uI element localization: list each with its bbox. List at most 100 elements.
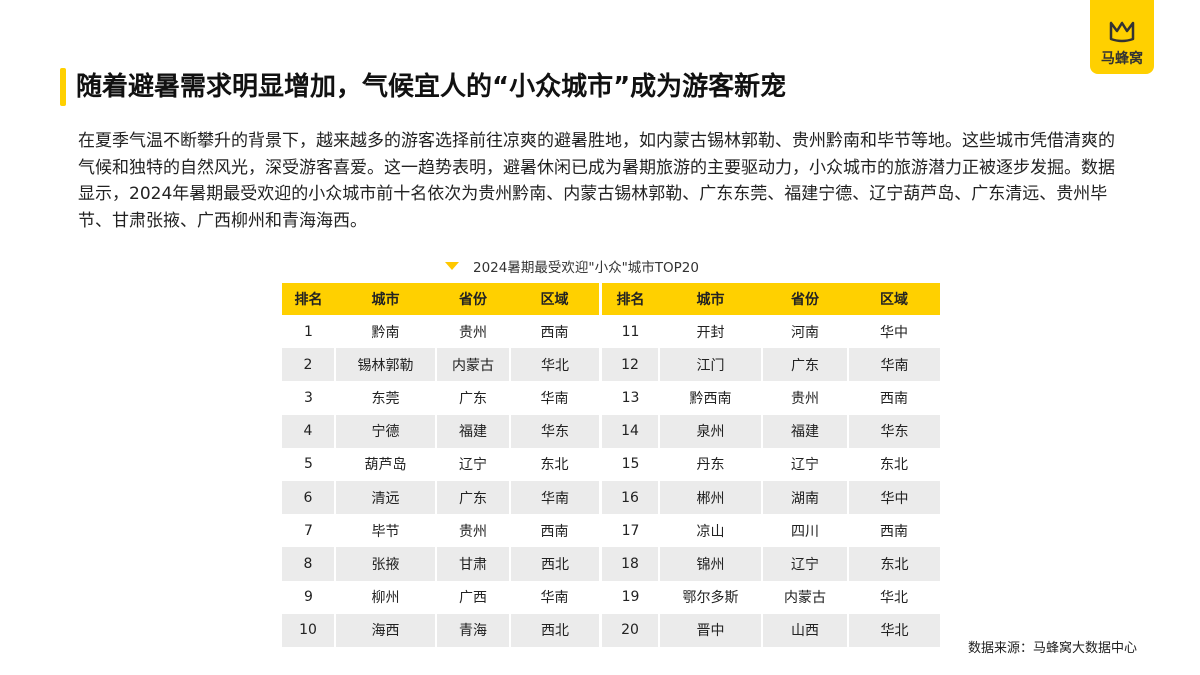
title-accent-bar <box>60 68 66 106</box>
table-cell: 宁德 <box>334 414 436 448</box>
table-cell: 丹东 <box>696 457 725 474</box>
table-cell: 西北 <box>509 613 599 647</box>
table-cell: 华南 <box>540 390 569 407</box>
table-cell: 8 <box>282 547 335 581</box>
table-cell: 内蒙古 <box>435 348 510 382</box>
table-cell: 1 <box>304 323 313 340</box>
table-cell: 贵州 <box>459 523 487 540</box>
table-cell: 9 <box>304 589 313 606</box>
table-cell: 柳州 <box>371 590 400 607</box>
column-header: 区域 <box>510 283 599 315</box>
table-cell: 凉山 <box>696 523 725 540</box>
table-cell: 黔西南 <box>689 390 732 407</box>
table-cell: 江门 <box>658 348 762 382</box>
table-caption: 2024暑期最受欢迎"小众"城市TOP20 <box>445 256 699 276</box>
table-cell: 锦州 <box>658 547 762 581</box>
table-cell: 14 <box>602 414 659 448</box>
table-cell: 广东 <box>435 480 510 515</box>
table-cell: 清远 <box>334 480 436 515</box>
table-cell: 鄂尔多斯 <box>682 590 739 607</box>
table-cell: 海西 <box>334 613 436 647</box>
table-cell: 华东 <box>847 414 940 448</box>
table-row: 15 丹东 辽宁 东北 <box>602 448 940 481</box>
table-cell: 西南 <box>540 523 569 540</box>
table-cell: 福建 <box>761 414 848 448</box>
table-cell: 东莞 <box>371 390 400 407</box>
table-row: 17 凉山 四川 西南 <box>602 514 940 547</box>
table-cell: 11 <box>621 323 640 340</box>
logo-m-icon <box>1109 21 1135 43</box>
table-cell: 19 <box>621 589 640 606</box>
table-cell: 西北 <box>509 547 599 581</box>
table-cell: 青海 <box>435 613 510 647</box>
table-row: 18 锦州 辽宁 东北 <box>602 547 940 581</box>
ranking-table-right: 排名 城市 省份 区域 11 开封 河南 华中 12 江门 广东 华南 13 黔西南 贵州 西南 14 泉州 福建华… <box>602 283 940 647</box>
table-cell: 18 <box>602 547 659 581</box>
table-cell: 西南 <box>540 324 569 341</box>
table-cell: 葫芦岛 <box>364 457 407 474</box>
table-cell: 3 <box>304 389 313 406</box>
column-header: 省份 <box>436 283 510 315</box>
table-row: 1 黔南 贵州 西南 <box>282 315 599 348</box>
column-header: 省份 <box>762 283 848 315</box>
table-cell: 华南 <box>847 348 940 382</box>
table-cell: 4 <box>282 414 335 448</box>
table-row: 5 葫芦岛 辽宁 东北 <box>282 448 599 481</box>
table-cell: 西南 <box>880 390 908 407</box>
table-cell: 晋中 <box>658 613 762 647</box>
table-cell: 开封 <box>696 324 725 341</box>
table-cell: 16 <box>602 480 659 515</box>
table-cell: 河南 <box>791 324 819 341</box>
table-cell: 东北 <box>880 457 908 474</box>
table-row: 10 海西 青海 西北 <box>282 613 599 647</box>
table-cell: 6 <box>282 480 335 515</box>
table-cell: 泉州 <box>658 414 762 448</box>
table-row: 13 黔西南 贵州 西南 <box>602 381 940 414</box>
body-paragraph: 在夏季气温不断攀升的背景下，越来越多的游客选择前往凉爽的避暑胜地，如内蒙古锡林郭… <box>78 131 1115 231</box>
table-row: 4 宁德 福建 华东 <box>282 414 599 448</box>
table-row: 16 郴州 湖南 华中 <box>602 480 940 515</box>
table-cell: 广西 <box>459 590 487 607</box>
table-cell: 20 <box>602 613 659 647</box>
table-cell: 华东 <box>509 414 599 448</box>
table-cell: 东北 <box>847 547 940 581</box>
table-cell: 郴州 <box>658 480 762 515</box>
table-cell: 华北 <box>509 348 599 382</box>
table-cell: 华南 <box>540 590 569 607</box>
table-row: 11 开封 河南 华中 <box>602 315 940 348</box>
caption-text: 2024暑期最受欢迎"小众"城市TOP20 <box>473 260 699 276</box>
table-row: 2 锡林郭勒 内蒙古 华北 <box>282 348 599 382</box>
column-header: 城市 <box>335 283 436 315</box>
table-row: 7 毕节 贵州 西南 <box>282 514 599 547</box>
table-cell: 辽宁 <box>791 457 819 474</box>
table-cell: 黔南 <box>371 324 400 341</box>
table-row: 9 柳州 广西 华南 <box>282 581 599 614</box>
table-cell: 华南 <box>509 480 599 515</box>
table-cell: 15 <box>621 456 640 473</box>
table-cell: 17 <box>621 522 640 539</box>
table-row: 19 鄂尔多斯 内蒙古 华北 <box>602 581 940 614</box>
column-header: 排名 <box>602 283 659 315</box>
table-cell: 内蒙古 <box>784 590 826 607</box>
mafengwo-logo: 马蜂窝 <box>1090 0 1154 74</box>
table-cell: 华北 <box>880 590 908 607</box>
table-cell: 锡林郭勒 <box>334 348 436 382</box>
page-title: 随着避暑需求明显增加，气候宜人的“小众城市”成为游客新宠 <box>76 72 787 102</box>
table-cell: 2 <box>282 348 335 382</box>
table-cell: 福建 <box>435 414 510 448</box>
table-row: 3 东莞 广东 华南 <box>282 381 599 414</box>
table-cell: 华北 <box>847 613 940 647</box>
table-cell: 四川 <box>791 523 819 540</box>
logo-text: 马蜂窝 <box>1101 51 1143 67</box>
table-cell: 辽宁 <box>459 457 487 474</box>
table-cell: 12 <box>602 348 659 382</box>
table-cell: 毕节 <box>371 523 400 540</box>
table-row: 12 江门 广东 华南 <box>602 348 940 382</box>
triangle-down-icon <box>445 262 459 270</box>
table-cell: 7 <box>304 522 313 539</box>
table-row: 8 张掖 甘肃 西北 <box>282 547 599 581</box>
column-header: 区域 <box>848 283 940 315</box>
column-header: 城市 <box>659 283 762 315</box>
table-cell: 5 <box>304 456 313 473</box>
column-header: 排名 <box>282 283 335 315</box>
